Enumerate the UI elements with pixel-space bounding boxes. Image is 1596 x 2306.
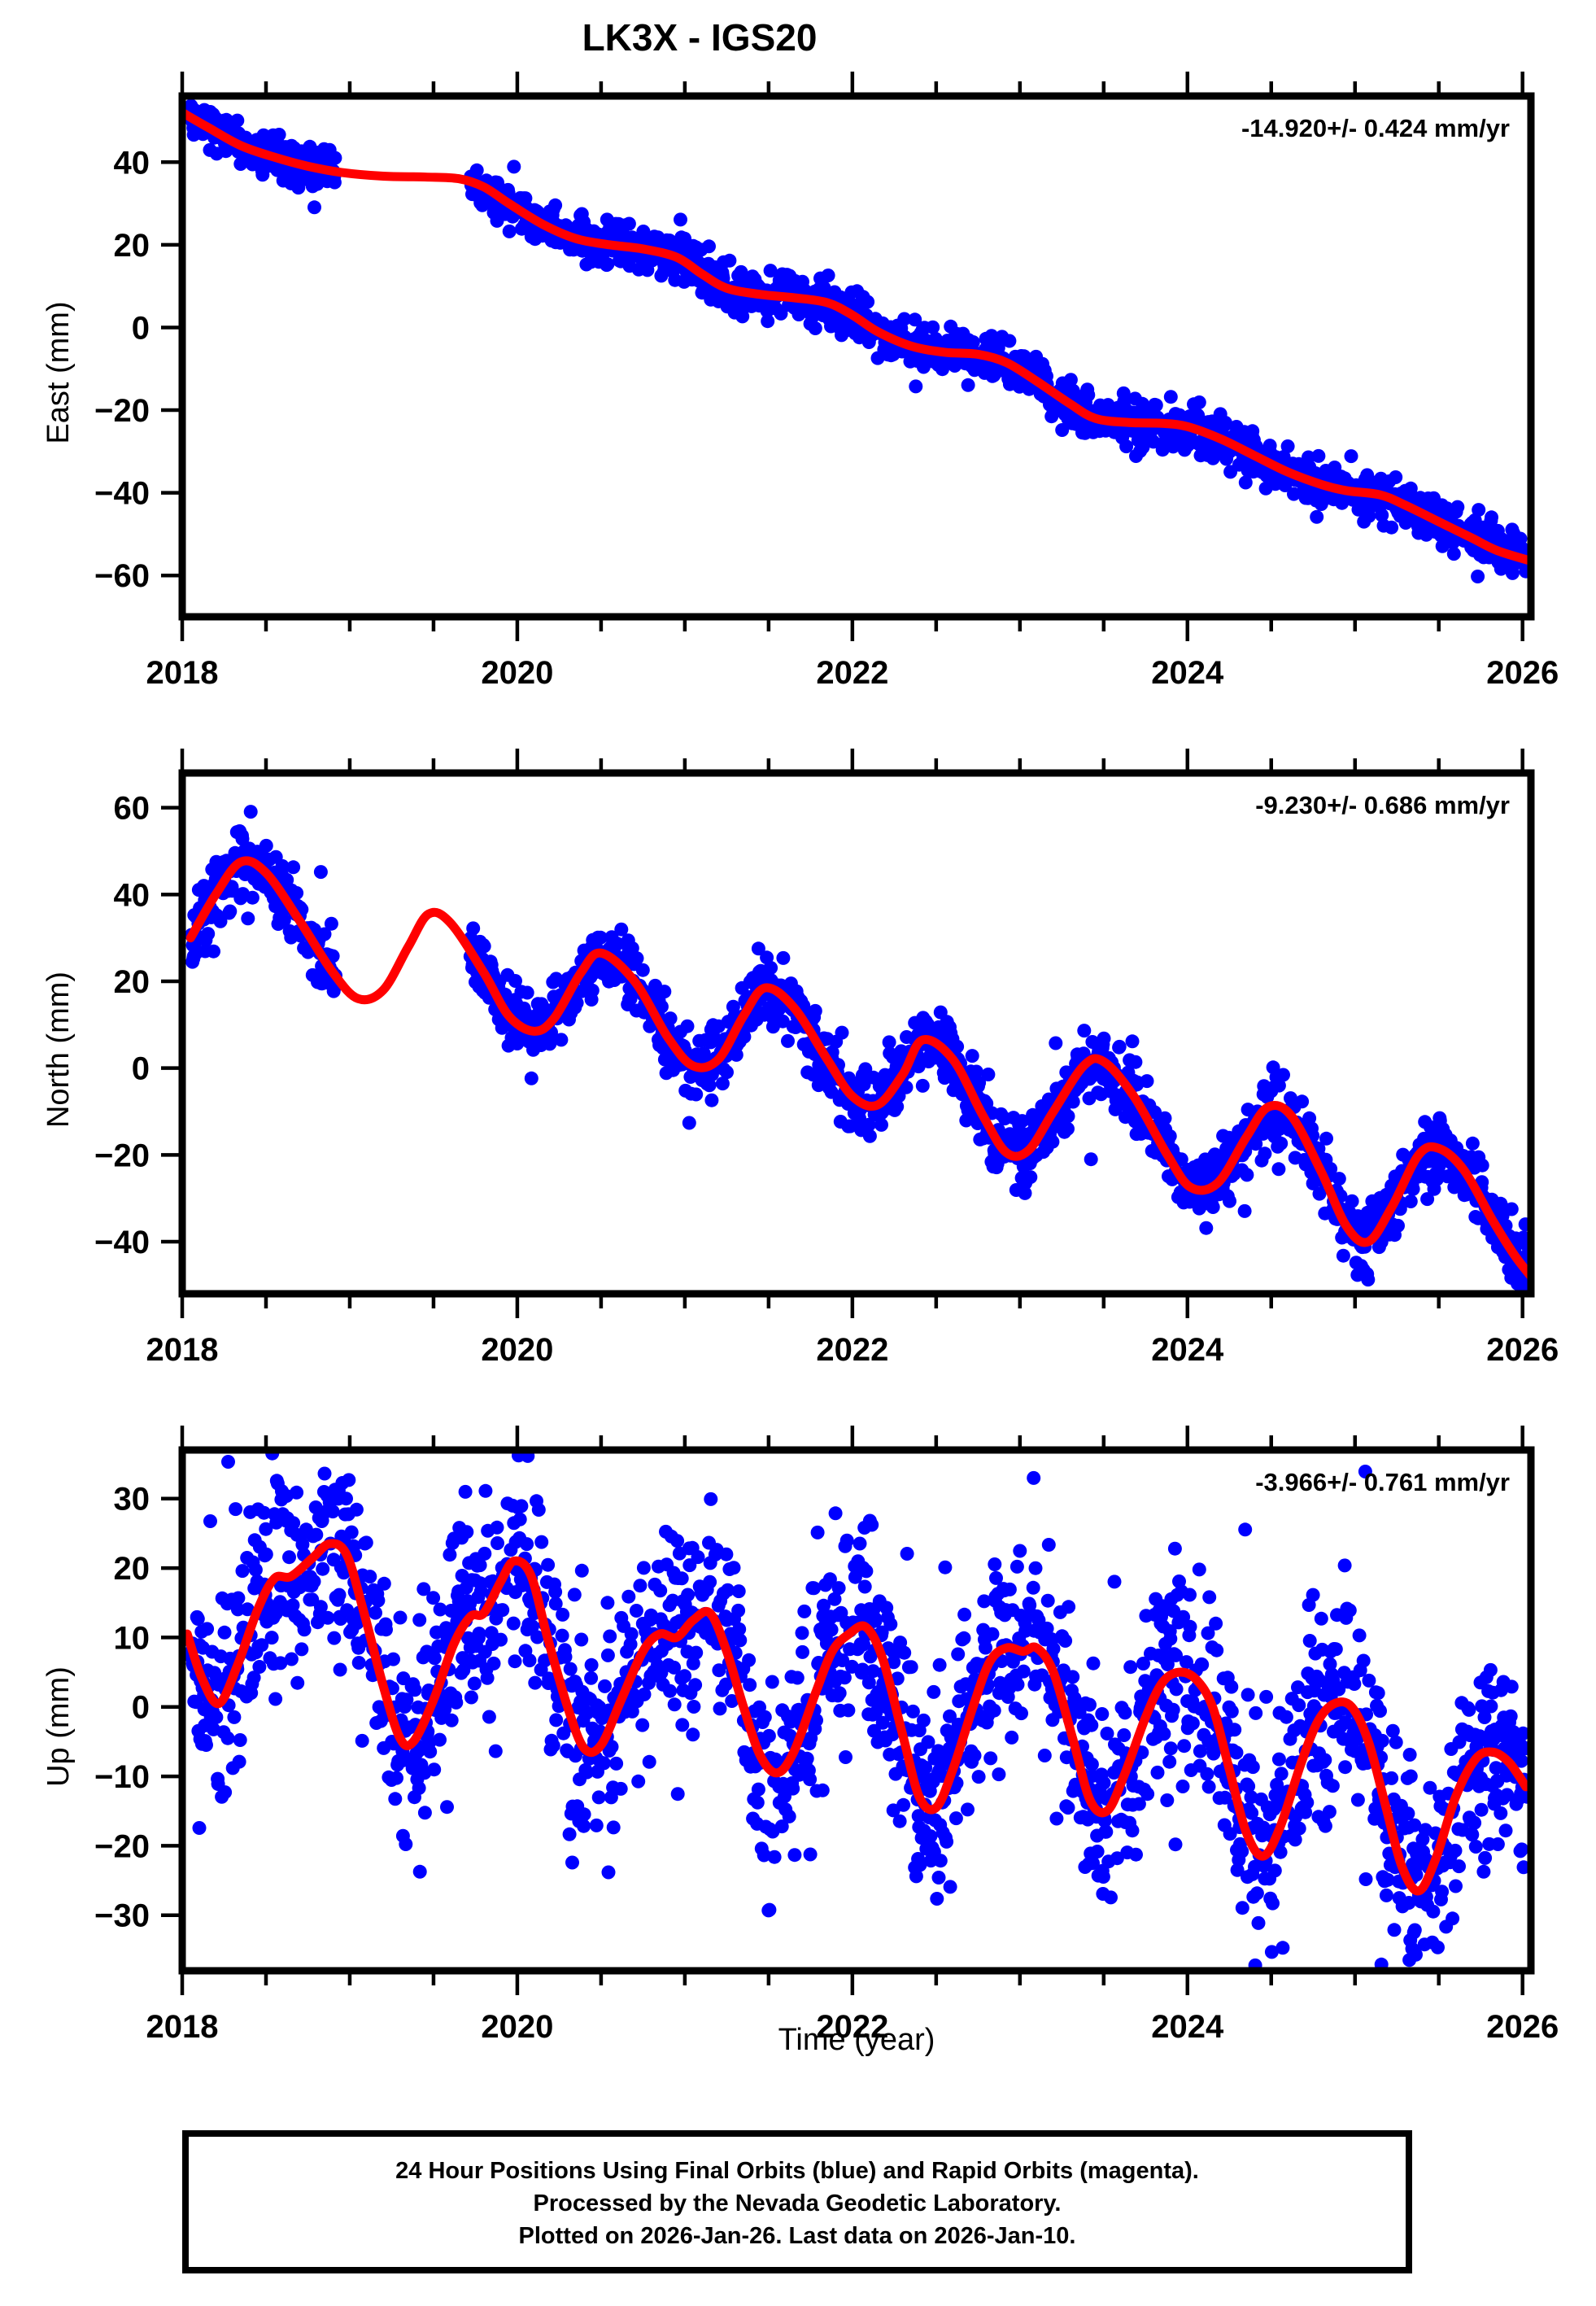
y-tick-label-north: 60 xyxy=(114,791,150,827)
x-tick-label: 2026 xyxy=(1486,655,1559,691)
plot-frame-east xyxy=(178,92,1535,621)
rate-annotation-north: -9.230+/- 0.686 mm/yr xyxy=(1255,791,1510,819)
y-tick-label-east: 0 xyxy=(132,310,150,346)
y-tick-label-up: 30 xyxy=(114,1482,150,1518)
x-tick-label: 2026 xyxy=(1486,1332,1559,1368)
rate-annotation-east: -14.920+/- 0.424 mm/yr xyxy=(1241,114,1510,142)
caption-frame xyxy=(182,2130,1412,2273)
y-tick-label-north: 40 xyxy=(114,877,150,913)
y-tick-label-east: 40 xyxy=(114,145,150,181)
y-tick-label-north: −40 xyxy=(94,1225,150,1260)
y-tick-label-up: −20 xyxy=(94,1828,150,1864)
y-tick-label-up: −30 xyxy=(94,1898,150,1934)
y-tick-label-up: 0 xyxy=(132,1690,150,1726)
y-tick-label-east: 20 xyxy=(114,228,150,264)
plot-frame-north xyxy=(178,769,1535,1298)
panel-up: 30 20 10 0 −10 −20 −30 2018 2020 2022 2024 2026 Up (… xyxy=(41,1426,1559,2045)
x-tick-label: 2022 xyxy=(816,1332,888,1368)
plot-frame-up xyxy=(178,1446,1535,1975)
y-tick-label-east: −40 xyxy=(94,476,150,512)
caption-box: 24 Hour Positions Using Final Orbits (bl… xyxy=(182,2130,1412,2273)
x-tick-label: 2018 xyxy=(146,2009,219,2045)
data-points-up xyxy=(184,1450,1531,1971)
x-tick-label: 2018 xyxy=(146,1332,219,1368)
caption-line-1: 24 Hour Positions Using Final Orbits (bl… xyxy=(395,2158,1199,2184)
fit-line-up xyxy=(182,1539,1531,1896)
rate-annotation-up: -3.966+/- 0.761 mm/yr xyxy=(1255,1468,1510,1496)
x-tick-label: 2022 xyxy=(816,655,888,691)
data-points-east xyxy=(183,98,1531,583)
page-title: LK3X - IGS20 xyxy=(582,16,818,59)
y-axis-title-east: East (mm) xyxy=(41,301,76,443)
y-tick-label-up: 10 xyxy=(114,1620,150,1656)
y-axis-title-up: Up (mm) xyxy=(41,1666,76,1787)
y-tick-label-up: −10 xyxy=(94,1759,150,1795)
panel-east: 40 20 0 −20 −40 −60 2018 2020 2022 2024 2026 East (… xyxy=(41,72,1559,691)
y-tick-label-north: 20 xyxy=(114,964,150,1000)
x-tick-label: 2024 xyxy=(1151,655,1224,691)
caption-line-3: Plotted on 2026-Jan-26. Last data on 202… xyxy=(519,2223,1076,2249)
fit-line-north xyxy=(185,856,1531,1282)
x-tick-label: 2022 xyxy=(816,2009,888,2045)
y-tick-label-up: 20 xyxy=(114,1551,150,1587)
x-tick-label: 2026 xyxy=(1486,2009,1559,2045)
y-tick-label-east: −20 xyxy=(94,393,150,429)
x-axis-title: Time (year) xyxy=(778,2023,935,2057)
panel-north: 60 40 20 0 −20 −40 2018 2020 2022 2024 2026 North (… xyxy=(41,749,1559,1368)
y-axis-title-north: North (mm) xyxy=(41,972,76,1128)
x-tick-label: 2018 xyxy=(146,655,219,691)
x-tick-label: 2024 xyxy=(1151,1332,1224,1368)
x-tick-label: 2024 xyxy=(1151,2009,1224,2045)
y-tick-label-north: −20 xyxy=(94,1138,150,1173)
caption-line-2: Processed by the Nevada Geodetic Laborat… xyxy=(534,2190,1062,2216)
fit-line-east xyxy=(182,107,1531,566)
x-tick-label: 2020 xyxy=(481,655,553,691)
y-tick-label-east: −60 xyxy=(94,558,150,594)
y-tick-label-north: 0 xyxy=(132,1051,150,1087)
x-tick-label: 2020 xyxy=(481,1332,553,1368)
x-tick-label: 2020 xyxy=(481,2009,553,2045)
